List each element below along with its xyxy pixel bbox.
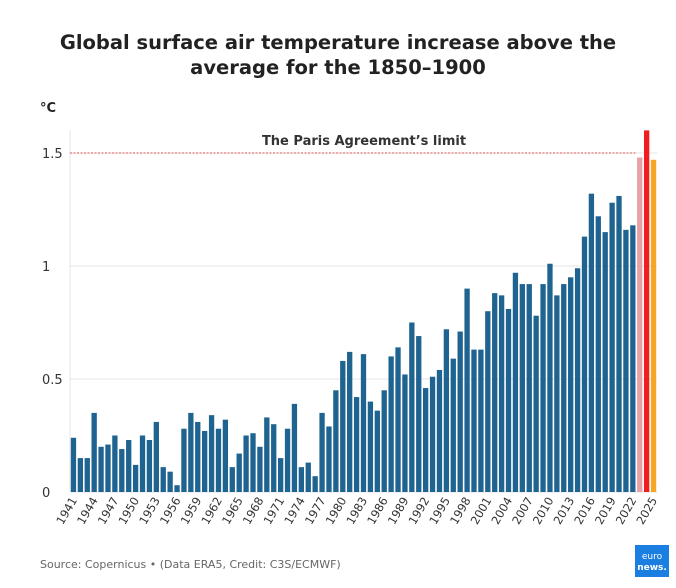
bar-1950 (132, 464, 139, 492)
bar-1986 (381, 390, 387, 492)
bar-1965 (236, 453, 242, 492)
bar-2019 (609, 202, 615, 492)
bar-1998 (464, 288, 470, 492)
bar-1968 (257, 446, 263, 492)
x-tick-label: 2025 (633, 495, 660, 527)
bar-2025 (650, 159, 657, 492)
bar-1973 (291, 403, 298, 492)
bar-1945 (98, 446, 104, 492)
bar-1991 (416, 336, 422, 492)
bar-2014 (574, 268, 581, 492)
bar-1970 (271, 424, 277, 492)
bar-1992 (423, 388, 429, 492)
bar-1996 (450, 358, 456, 492)
bar-1983 (360, 354, 367, 492)
y-tick-label: 0.5 (42, 373, 63, 388)
source-footer: Source: Copernicus • (Data ERA5, Credit:… (40, 558, 341, 571)
bar-2022 (630, 225, 636, 492)
bar-1984 (367, 401, 374, 492)
bar-1953 (153, 421, 159, 492)
bar-2006 (519, 284, 525, 492)
bar-1964 (229, 467, 235, 492)
bar-1974 (298, 467, 304, 492)
bar-1995 (443, 329, 450, 492)
bar-2004 (505, 308, 512, 492)
bar-1954 (160, 467, 166, 492)
bar-2001 (485, 311, 491, 492)
bar-1947 (112, 435, 118, 492)
chart-title-line-2: average for the 1850–1900 (190, 56, 486, 79)
bar-2020 (616, 195, 622, 492)
bar-1989 (402, 374, 408, 492)
bar-2009 (540, 284, 546, 492)
bar-1982 (353, 397, 360, 492)
bar-1957 (181, 428, 187, 492)
bar-2010 (547, 263, 553, 492)
bar-2008 (533, 315, 539, 492)
bar-1975 (305, 462, 311, 492)
bar-1966 (243, 435, 249, 492)
bar-2016 (588, 193, 595, 492)
bar-2024 (643, 130, 650, 492)
bar-1993 (429, 376, 436, 492)
bar-2005 (512, 272, 519, 492)
bar-2002 (492, 293, 498, 492)
bar-1962 (215, 428, 222, 492)
bar-1978 (326, 426, 332, 492)
bar-1955 (167, 471, 173, 492)
bar-1971 (277, 458, 284, 492)
bar-2023 (637, 157, 643, 492)
bar-2007 (526, 284, 532, 492)
bar-1976 (312, 476, 318, 492)
y-tick-label: 0 (42, 486, 50, 501)
bar-1946 (105, 444, 111, 492)
bar-1961 (208, 415, 215, 492)
bar-1967 (250, 433, 256, 492)
euronews-logo: euro news. (635, 545, 669, 577)
bar-1980 (340, 360, 346, 492)
bar-1949 (126, 440, 132, 492)
bar-1990 (409, 322, 415, 492)
bar-1999 (471, 349, 477, 492)
bar-1972 (284, 428, 291, 492)
bar-1941 (70, 437, 77, 492)
bar-1977 (319, 412, 325, 492)
bar-1963 (222, 419, 229, 492)
bar-1958 (188, 412, 194, 492)
bar-1997 (457, 331, 463, 492)
bar-2012 (561, 284, 567, 492)
chart-title-line-1: Global surface air temperature increase … (60, 31, 616, 54)
bar-1987 (388, 356, 394, 492)
svg-text:euro: euro (642, 552, 663, 562)
y-tick-label: 1 (42, 260, 50, 275)
bar-1969 (264, 417, 270, 492)
bar-1956 (174, 485, 180, 492)
bar-2011 (554, 295, 560, 492)
bar-2015 (581, 236, 588, 492)
y-axis-label: °C (40, 101, 56, 116)
bar-1994 (436, 369, 443, 492)
bar-1942 (77, 458, 84, 492)
bar-1960 (202, 430, 208, 492)
svg-text:news.: news. (637, 563, 667, 573)
y-tick-label: 1.5 (42, 147, 63, 162)
bar-1952 (146, 440, 153, 492)
bar-1985 (374, 410, 380, 492)
bar-1979 (333, 390, 339, 492)
bar-1951 (139, 435, 146, 492)
bar-1948 (119, 449, 125, 492)
bar-1943 (84, 458, 90, 492)
bar-1944 (91, 412, 97, 492)
bar-1988 (395, 347, 401, 492)
bar-2021 (623, 229, 629, 492)
bar-1959 (195, 421, 201, 492)
bar-2018 (602, 232, 608, 492)
bar-2017 (595, 216, 601, 492)
bar-2003 (498, 295, 505, 492)
paris-limit-label: The Paris Agreement’s limit (262, 134, 466, 149)
bar-1981 (347, 351, 353, 492)
bar-2013 (568, 277, 574, 492)
bar-2000 (478, 349, 484, 492)
